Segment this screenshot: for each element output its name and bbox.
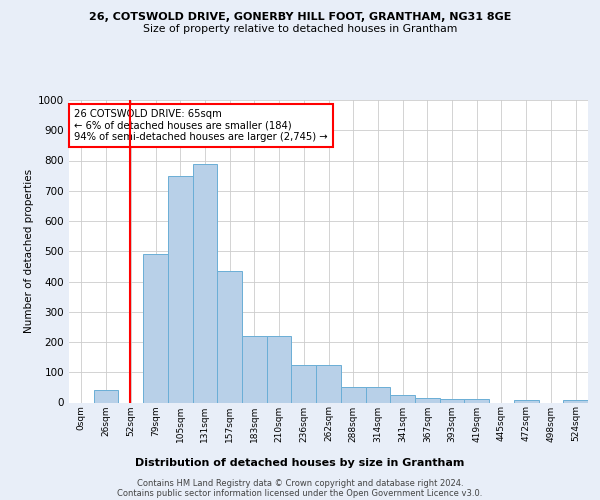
Text: Contains HM Land Registry data © Crown copyright and database right 2024.: Contains HM Land Registry data © Crown c… bbox=[137, 479, 463, 488]
Bar bbox=[217, 271, 242, 402]
Text: Distribution of detached houses by size in Grantham: Distribution of detached houses by size … bbox=[136, 458, 464, 468]
Text: 26, COTSWOLD DRIVE, GONERBY HILL FOOT, GRANTHAM, NG31 8GE: 26, COTSWOLD DRIVE, GONERBY HILL FOOT, G… bbox=[89, 12, 511, 22]
Bar bbox=[341, 388, 365, 402]
Y-axis label: Number of detached properties: Number of detached properties bbox=[24, 169, 34, 334]
Bar bbox=[390, 395, 415, 402]
Bar bbox=[168, 176, 193, 402]
Bar bbox=[415, 398, 440, 402]
Bar bbox=[94, 390, 118, 402]
Text: 26 COTSWOLD DRIVE: 65sqm
← 6% of detached houses are smaller (184)
94% of semi-d: 26 COTSWOLD DRIVE: 65sqm ← 6% of detache… bbox=[74, 109, 328, 142]
Bar bbox=[193, 164, 217, 402]
Bar bbox=[514, 400, 539, 402]
Bar bbox=[292, 364, 316, 403]
Bar bbox=[464, 400, 489, 402]
Text: Size of property relative to detached houses in Grantham: Size of property relative to detached ho… bbox=[143, 24, 457, 34]
Bar bbox=[143, 254, 168, 402]
Bar bbox=[440, 400, 464, 402]
Bar bbox=[563, 400, 588, 402]
Bar bbox=[242, 336, 267, 402]
Text: Contains public sector information licensed under the Open Government Licence v3: Contains public sector information licen… bbox=[118, 489, 482, 498]
Bar bbox=[316, 364, 341, 403]
Bar bbox=[267, 336, 292, 402]
Bar bbox=[365, 388, 390, 402]
